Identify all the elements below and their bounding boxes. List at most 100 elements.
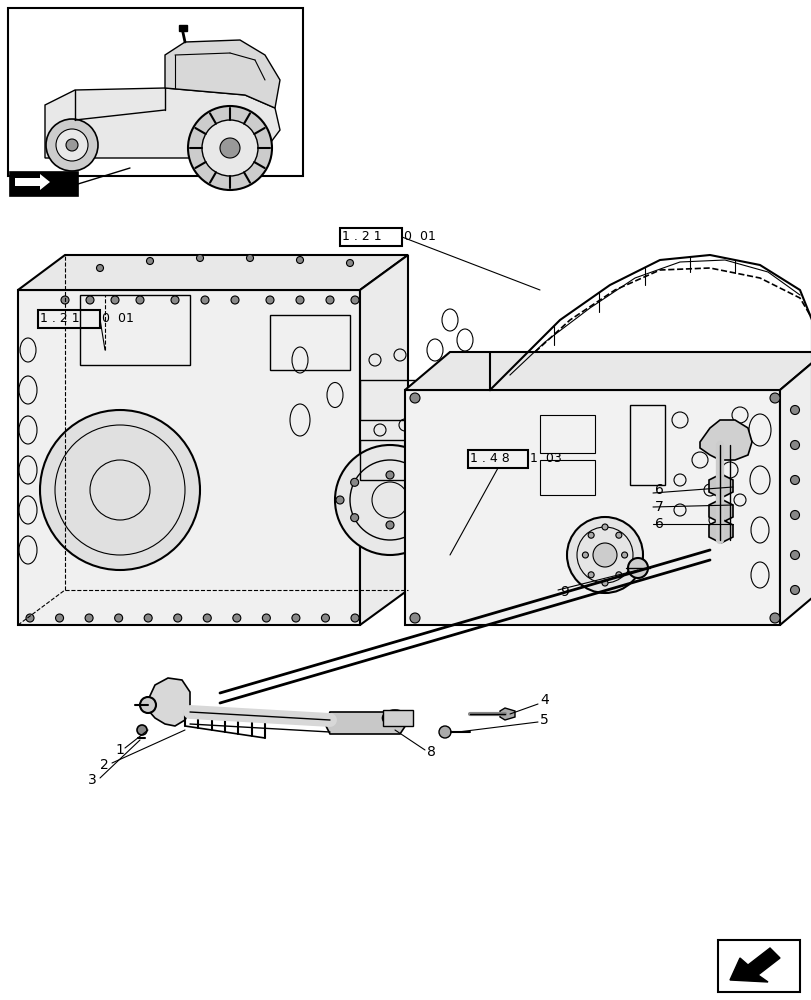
Bar [629, 405, 664, 485]
Polygon shape [699, 420, 751, 460]
Circle shape [385, 521, 393, 529]
Text: 3: 3 [88, 773, 97, 787]
Circle shape [296, 296, 303, 304]
Circle shape [26, 614, 34, 622]
Polygon shape [15, 174, 50, 190]
Circle shape [601, 524, 607, 530]
Circle shape [421, 478, 429, 486]
Circle shape [621, 552, 627, 558]
Circle shape [61, 296, 69, 304]
Circle shape [174, 614, 182, 622]
Circle shape [336, 496, 344, 504]
Circle shape [291, 614, 299, 622]
Bar [38, 310, 100, 328]
Polygon shape [405, 390, 779, 625]
Polygon shape [779, 352, 811, 625]
Circle shape [615, 532, 621, 538]
Circle shape [97, 264, 103, 271]
Text: 1 . 2 1: 1 . 2 1 [40, 312, 79, 326]
Circle shape [85, 614, 93, 622]
Ellipse shape [382, 710, 407, 726]
Circle shape [135, 296, 144, 304]
Polygon shape [708, 474, 732, 498]
Bar [539, 460, 594, 495]
Circle shape [581, 552, 588, 558]
Circle shape [40, 410, 200, 570]
Circle shape [46, 119, 98, 171]
Circle shape [171, 296, 178, 304]
Circle shape [114, 614, 122, 622]
Circle shape [230, 296, 238, 304]
Circle shape [201, 296, 208, 304]
Polygon shape [359, 255, 407, 625]
Circle shape [790, 550, 799, 560]
Text: 8: 8 [427, 745, 436, 759]
Polygon shape [18, 255, 407, 290]
Circle shape [346, 259, 353, 266]
Text: 2: 2 [100, 758, 109, 772]
Circle shape [137, 725, 147, 735]
Circle shape [436, 496, 444, 504]
Circle shape [769, 393, 779, 403]
Text: 7: 7 [654, 500, 663, 514]
Circle shape [592, 543, 616, 567]
Text: 1: 1 [115, 743, 124, 757]
Text: 0  01: 0 01 [102, 312, 134, 326]
Circle shape [203, 614, 211, 622]
Circle shape [233, 614, 241, 622]
Bar [717, 940, 799, 992]
Polygon shape [324, 712, 407, 734]
Bar [383, 710, 413, 726]
Circle shape [790, 510, 799, 520]
Circle shape [587, 572, 594, 578]
Bar [539, 415, 594, 453]
Polygon shape [729, 948, 779, 982]
Circle shape [247, 254, 253, 261]
Polygon shape [708, 519, 732, 543]
Circle shape [144, 614, 152, 622]
Circle shape [188, 106, 272, 190]
Text: 4: 4 [539, 693, 548, 707]
Text: 6: 6 [654, 517, 663, 531]
Circle shape [601, 580, 607, 586]
Circle shape [627, 558, 647, 578]
Text: 5: 5 [539, 713, 548, 727]
Circle shape [56, 129, 88, 161]
Text: 6: 6 [654, 483, 663, 497]
Circle shape [66, 139, 78, 151]
Circle shape [202, 120, 258, 176]
Circle shape [321, 614, 329, 622]
Circle shape [266, 296, 273, 304]
Polygon shape [45, 88, 280, 158]
Circle shape [350, 478, 358, 486]
Circle shape [86, 296, 94, 304]
Circle shape [350, 296, 358, 304]
Circle shape [439, 726, 450, 738]
Bar [359, 380, 414, 420]
Circle shape [111, 296, 119, 304]
Circle shape [146, 257, 153, 264]
Circle shape [587, 532, 594, 538]
Circle shape [262, 614, 270, 622]
Circle shape [790, 406, 799, 414]
Circle shape [615, 572, 621, 578]
Text: 1 . 2 1: 1 . 2 1 [341, 231, 381, 243]
Bar [80, 295, 190, 365]
Circle shape [296, 256, 303, 263]
Bar [467, 450, 527, 468]
Text: 9: 9 [560, 585, 569, 599]
Polygon shape [405, 352, 811, 390]
Bar [270, 315, 350, 370]
Text: 1  03: 1 03 [530, 452, 561, 466]
Circle shape [410, 613, 419, 623]
Bar [8, 8, 303, 176]
Circle shape [790, 440, 799, 450]
Circle shape [220, 138, 240, 158]
Text: 1 . 4 8: 1 . 4 8 [470, 452, 509, 466]
Circle shape [385, 471, 393, 479]
Circle shape [790, 585, 799, 594]
Circle shape [55, 614, 63, 622]
Polygon shape [500, 708, 514, 720]
Circle shape [790, 476, 799, 485]
Bar [359, 440, 414, 480]
